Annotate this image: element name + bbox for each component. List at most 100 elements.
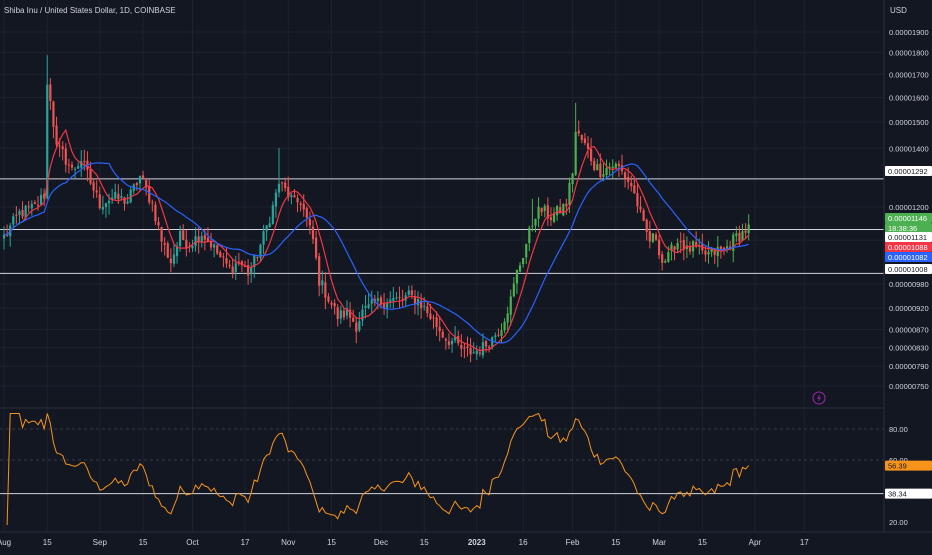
candle-down — [738, 232, 741, 242]
candle-up — [392, 298, 395, 301]
candle-down — [330, 302, 333, 305]
time-tick-label: Feb — [566, 538, 580, 547]
candle-up — [552, 213, 556, 222]
price-badge — [885, 166, 932, 176]
candle-down — [92, 182, 95, 191]
candle-down — [382, 303, 386, 308]
candle-down — [617, 163, 621, 167]
price-tick-label: 0.00001600 — [889, 93, 929, 102]
rsi-tick-label: 20.00 — [889, 518, 908, 527]
candle-down — [216, 245, 219, 254]
candle-down — [15, 214, 18, 216]
candle-up — [481, 342, 485, 356]
time-tick-label: Mar — [652, 538, 666, 547]
rsi-badge — [885, 488, 932, 499]
candle-down — [654, 234, 658, 240]
candle-down — [410, 290, 413, 295]
candle-down — [348, 309, 352, 318]
candle-up — [370, 299, 373, 304]
candle-down — [287, 186, 290, 198]
candle-down — [43, 193, 46, 199]
candle-down — [478, 352, 481, 354]
candle-down — [713, 248, 716, 256]
candle-down — [203, 234, 206, 240]
candle-up — [518, 265, 522, 272]
candle-down — [355, 322, 358, 332]
candle-up — [268, 223, 271, 228]
candle-down — [645, 219, 648, 232]
price-axis[interactable]: 0.00001900 0.00001800 0.00001700 0.00001600… — [889, 28, 929, 527]
candle-down — [305, 208, 308, 218]
candle-down — [209, 240, 213, 248]
price-tick-label: 0.00000750 — [889, 382, 929, 391]
time-tick-label: Dec — [374, 538, 388, 547]
candle-up — [179, 230, 182, 247]
price-tick-label: 0.00001400 — [889, 144, 929, 153]
candle-down — [590, 148, 593, 162]
candle-down — [327, 296, 330, 302]
candle-down — [135, 183, 138, 186]
candle-down — [549, 217, 553, 221]
candle-down — [627, 176, 630, 182]
candle-up — [543, 205, 546, 211]
price-badge-label: 0.00001082 — [888, 253, 928, 262]
candle-down — [206, 237, 210, 242]
time-tick-label: Apr — [749, 538, 762, 547]
candle-up — [534, 218, 537, 226]
candle-down — [488, 346, 491, 348]
candle-down — [599, 163, 602, 178]
candle-up — [213, 244, 216, 248]
candle-down — [311, 226, 315, 240]
candle-down — [36, 204, 40, 206]
candle-down — [497, 334, 500, 336]
candle-down — [299, 203, 302, 205]
candle-up — [253, 255, 256, 267]
candle-up — [39, 194, 43, 205]
candle-up — [614, 163, 617, 168]
candle-up — [274, 192, 278, 207]
price-tick-label: 0.00000920 — [889, 304, 929, 313]
price-badge — [885, 223, 932, 233]
candle-down — [247, 265, 250, 276]
candle-down — [67, 164, 70, 166]
candle-down — [231, 266, 234, 273]
candle-up — [491, 336, 494, 348]
candle-down — [682, 240, 685, 250]
candle-up — [574, 131, 577, 175]
price-badge — [885, 242, 932, 252]
candle-up — [716, 246, 719, 257]
candle-down — [333, 303, 336, 307]
candle-up — [472, 352, 475, 354]
time-tick-label: 15 — [611, 538, 620, 547]
price-tick-label: 0.00001800 — [889, 49, 929, 58]
rsi-tick-label: 80.00 — [889, 425, 908, 434]
candle-up — [670, 244, 673, 251]
time-axis[interactable]: Aug 15 Sep 15 Oct 17 Nov 15 Dec 15 2023 16 Feb 15 Mar 1… — [0, 538, 809, 547]
time-tick-label: Nov — [281, 538, 295, 547]
price-badge — [885, 252, 932, 262]
candle-up — [77, 166, 80, 169]
price-tick-label: 0.00000830 — [889, 343, 929, 352]
price-tick-label: 0.00001200 — [889, 203, 929, 212]
candle-up — [104, 203, 108, 208]
candle-up — [376, 298, 379, 302]
candle-up — [80, 161, 83, 168]
candle-down — [281, 182, 284, 184]
candle-down — [577, 130, 580, 134]
candle-up — [46, 84, 49, 199]
candle-up — [602, 174, 605, 177]
candle-down — [148, 186, 151, 203]
candle-down — [435, 317, 438, 328]
time-tick-label: Oct — [186, 538, 199, 547]
candle-down — [352, 317, 355, 322]
candle-up — [741, 231, 744, 241]
candle-up — [707, 251, 710, 255]
candle-down — [623, 172, 627, 179]
candle-down — [55, 125, 58, 145]
price-tick-label: 0.00000870 — [889, 325, 929, 334]
candle-up — [651, 233, 654, 242]
lightning-icon[interactable] — [812, 391, 826, 405]
